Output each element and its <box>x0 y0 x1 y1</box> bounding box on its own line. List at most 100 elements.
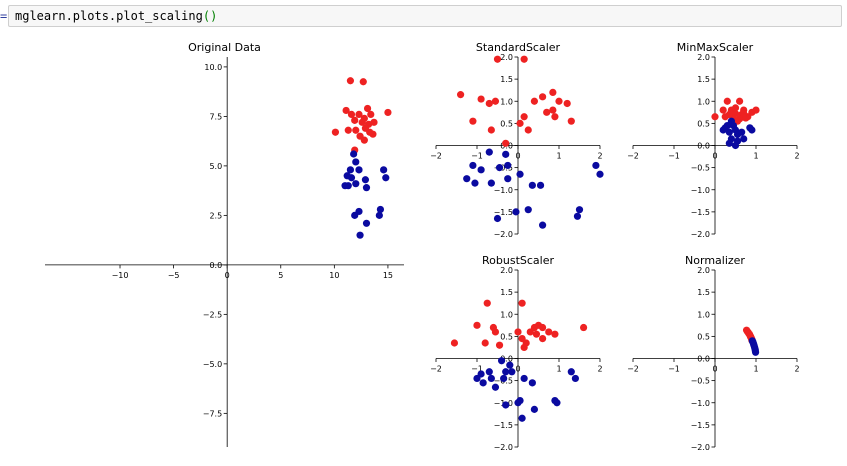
data-point-class0 <box>382 174 390 182</box>
data-point-class1 <box>736 97 744 105</box>
y-tick-label: 7.5 <box>209 112 222 121</box>
data-point-class0 <box>738 128 746 136</box>
data-point-class1 <box>347 110 356 119</box>
x-tick-label: −1 <box>471 365 483 374</box>
y-tick-label: −1.5 <box>691 208 710 217</box>
y-tick-label: 2.5 <box>209 211 222 220</box>
data-point-class1 <box>346 77 355 85</box>
subplot-title: MinMaxScaler <box>677 41 754 54</box>
x-tick-label: −1 <box>471 152 483 161</box>
y-tick-label: 2.0 <box>500 53 513 62</box>
data-point-class1 <box>731 104 740 112</box>
data-point-class1 <box>358 118 366 126</box>
x-tick-label: 5 <box>278 271 283 280</box>
x-tick-label: −1 <box>668 365 680 374</box>
y-tick-label: 10.0 <box>204 63 222 72</box>
data-point-class0 <box>469 161 477 170</box>
data-point-class0 <box>520 374 528 383</box>
subplot-title: RobustScaler <box>482 254 554 267</box>
y-tick-label: 2.0 <box>697 266 710 275</box>
data-point-class0 <box>592 161 600 170</box>
y-tick-label: 1.5 <box>500 288 513 297</box>
data-point-class0 <box>356 231 364 239</box>
data-point-class0 <box>740 135 748 143</box>
y-tick-label: −1.0 <box>494 186 513 195</box>
data-point-class0 <box>491 383 500 391</box>
code-text[interactable]: mglearn.plots.plot_scaling() <box>15 9 217 23</box>
x-tick-label: 10 <box>329 271 339 280</box>
x-tick-label: −10 <box>112 271 129 280</box>
data-point-class1 <box>520 343 528 352</box>
data-point-class0 <box>721 124 729 132</box>
subplot-normalizer: Normalizer −2 −1 0 1 2 −2.0 −1.5 −1.0 −0.5 0.0 0.5 1… <box>627 254 799 452</box>
data-point-class1 <box>551 113 559 121</box>
data-point-class0 <box>493 214 502 223</box>
data-point-class0 <box>524 206 532 214</box>
x-tick-label: 1 <box>556 365 561 374</box>
data-point-class1 <box>539 334 547 343</box>
data-point-class1 <box>487 126 495 134</box>
y-tick-label: −1.5 <box>691 421 710 430</box>
data-point-class1 <box>495 341 504 349</box>
y-tick-label: 0.5 <box>697 119 710 128</box>
data-point-class0 <box>502 368 510 376</box>
data-point-class1 <box>355 110 363 119</box>
data-point-class1 <box>384 108 392 117</box>
data-point-class0 <box>518 414 526 422</box>
x-tick-label: 1 <box>556 152 561 161</box>
data-point-class0 <box>487 179 495 187</box>
data-point-class0 <box>485 368 493 376</box>
data-point-class0 <box>516 170 524 178</box>
data-point-class1 <box>344 126 352 134</box>
y-tick-label: −2.0 <box>494 230 513 239</box>
x-tick-label: −1 <box>668 152 680 161</box>
data-point-class0 <box>479 379 487 387</box>
y-tick-label: −0.5 <box>691 164 710 173</box>
data-point-class1 <box>485 99 493 108</box>
data-point-class0 <box>506 361 514 369</box>
data-point-class1 <box>721 113 729 121</box>
data-point-class1 <box>545 328 553 336</box>
x-tick-label: 2 <box>597 152 602 161</box>
data-point-class1 <box>532 330 541 338</box>
data-point-class1 <box>530 323 539 332</box>
data-point-class0 <box>553 399 561 407</box>
y-tick-label: 1.5 <box>697 288 710 297</box>
x-tick-label: 2 <box>794 152 799 161</box>
y-tick-label: −2.0 <box>691 443 710 452</box>
data-point-class1 <box>360 136 368 144</box>
code-cell[interactable]: mglearn.plots.plot_scaling() <box>8 5 842 27</box>
data-point-class0 <box>528 379 536 387</box>
data-point-class0 <box>355 166 363 174</box>
data-point-class0 <box>514 399 522 407</box>
x-tick-label: −2 <box>430 365 442 374</box>
data-point-class1 <box>549 106 557 114</box>
data-point-class1 <box>502 139 510 147</box>
y-tick-label: 2.0 <box>697 53 710 62</box>
data-point-class0 <box>536 181 545 189</box>
data-point-class0 <box>530 405 539 413</box>
data-point-class0 <box>528 181 536 189</box>
data-point-class1 <box>351 116 359 124</box>
data-point-class1 <box>457 91 465 99</box>
y-tick-label: 2.0 <box>500 266 513 275</box>
y-tick-label: 5.0 <box>209 162 222 171</box>
y-tick-label: 1.0 <box>500 310 513 319</box>
data-point-class1 <box>520 113 528 121</box>
y-tick-label: 0.5 <box>697 332 710 341</box>
data-point-class0 <box>375 211 383 219</box>
data-point-class1 <box>520 55 528 63</box>
x-tick-label: −5 <box>168 271 180 280</box>
data-point-class0 <box>471 179 479 187</box>
data-point-class0 <box>350 150 358 158</box>
y-tick-label: 1.0 <box>697 310 710 319</box>
x-tick-label: 1 <box>753 365 758 374</box>
data-point-class1 <box>580 323 588 332</box>
y-tick-label: −0.5 <box>494 164 513 173</box>
data-point-class1 <box>481 339 489 347</box>
data-point-class1 <box>539 323 547 332</box>
y-tick-label: 0.0 <box>697 355 710 364</box>
data-point-class0 <box>508 368 516 376</box>
y-tick-label: −7.5 <box>203 409 222 418</box>
